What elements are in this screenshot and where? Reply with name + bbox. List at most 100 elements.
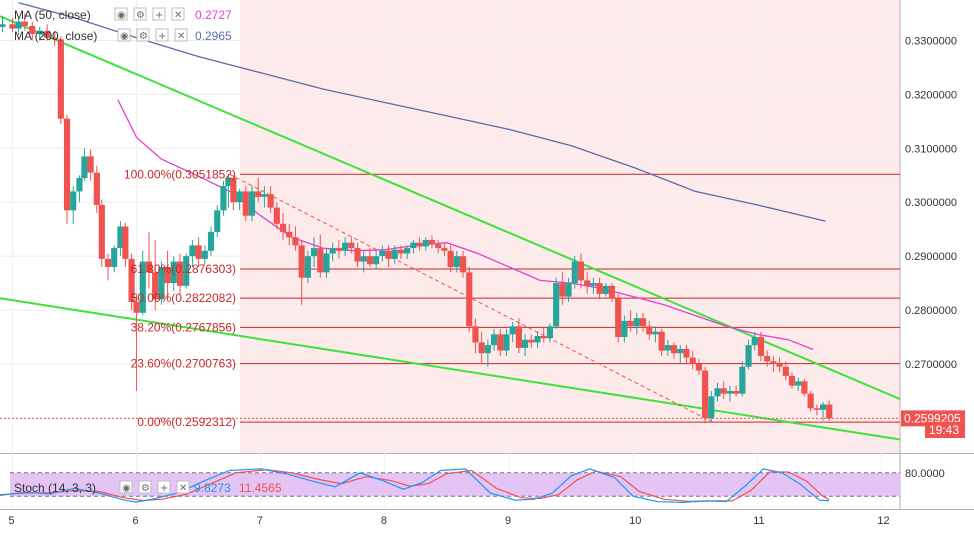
candle-body	[670, 345, 678, 354]
candle-body	[279, 223, 287, 232]
price-axis-area[interactable]	[900, 0, 974, 538]
candle-body	[422, 239, 429, 247]
ma200-legend[interactable]: MA (200, close) ◉ ⚙ + ✕ 0.2965	[14, 28, 232, 43]
candle	[220, 180, 227, 216]
candle	[416, 237, 423, 251]
add-icon[interactable]	[157, 480, 171, 494]
candle	[757, 331, 765, 362]
candle	[261, 186, 268, 208]
add-icon[interactable]	[155, 28, 169, 42]
candle-body	[726, 390, 734, 394]
candle-body	[447, 250, 454, 267]
ma200-value: 0.2965	[195, 29, 232, 43]
candle-body	[584, 280, 591, 286]
candle-body	[57, 39, 64, 119]
candle-body	[751, 337, 758, 346]
close-icon[interactable]	[176, 480, 190, 494]
candle-body	[484, 345, 491, 354]
candle	[503, 328, 510, 356]
stoch-d-value: 11.4565	[239, 481, 282, 495]
settings-icon[interactable]	[138, 480, 152, 494]
candle-body	[813, 408, 820, 410]
candle-body	[528, 339, 535, 343]
candle	[571, 256, 578, 289]
candle	[596, 277, 603, 300]
candle	[788, 372, 796, 389]
candle	[133, 293, 140, 391]
candle-body	[122, 226, 129, 259]
candle	[298, 239, 305, 305]
candle	[379, 245, 386, 262]
candle	[801, 379, 808, 397]
settings-icon[interactable]	[136, 28, 150, 42]
stoch-legend[interactable]: Stoch (14, 3, 3) ◉ ⚙ + ✕ 9.8273 11.4565	[14, 480, 282, 495]
candle-body	[230, 177, 237, 203]
candle-body	[497, 334, 504, 351]
candle	[447, 245, 454, 273]
candle	[664, 339, 671, 356]
candle-body	[540, 335, 547, 339]
candle-body	[76, 177, 83, 192]
candle	[242, 186, 249, 222]
candle	[708, 390, 715, 423]
current-price-tag: 0.2599205 19:43	[901, 410, 965, 438]
candle	[459, 250, 467, 278]
candle	[366, 248, 374, 267]
candle	[51, 30, 58, 46]
candle	[44, 24, 51, 41]
candle-body	[379, 250, 386, 257]
close-glyph: ✕	[179, 483, 187, 494]
candle	[546, 323, 554, 343]
eye-icon[interactable]	[117, 28, 131, 42]
candle	[373, 250, 380, 270]
candle-body	[242, 191, 249, 216]
candle-body	[304, 256, 311, 278]
candle-body	[397, 249, 405, 254]
candle	[201, 245, 208, 265]
time-tick-label: 8	[381, 515, 387, 527]
candle	[540, 326, 547, 343]
candle-body	[81, 156, 88, 178]
add-icon[interactable]	[152, 7, 166, 21]
fib-level-label: 100.00%(0.3051852)	[124, 167, 236, 181]
candle	[422, 237, 429, 251]
candle	[354, 242, 361, 267]
candle-body	[689, 357, 696, 365]
candle-body	[9, 24, 16, 29]
time-tick-label: 6	[133, 515, 139, 527]
candle-body	[139, 261, 146, 313]
candle	[602, 283, 609, 297]
ma50-legend[interactable]: MA (50, close) ◉ ⚙ + ✕ 0.2727	[14, 7, 232, 22]
candle	[21, 13, 28, 31]
close-icon[interactable]	[174, 28, 188, 42]
candle-body	[70, 191, 77, 211]
candle-body	[329, 248, 336, 254]
trendlines[interactable]	[0, 15, 901, 441]
candle	[553, 277, 560, 329]
close-icon[interactable]	[171, 7, 185, 21]
stoch-tick-label: 80.0000	[905, 468, 945, 480]
candle	[615, 293, 622, 343]
candle-body	[453, 256, 460, 267]
fibonacci-labels: 100.00%(0.3051852) 61.80%(0.2876303) 50.00…	[124, 167, 236, 429]
eye-glyph: ◉	[122, 483, 131, 494]
candle-body	[428, 239, 436, 245]
candle-body	[385, 250, 392, 259]
candle	[764, 350, 771, 367]
trendline	[0, 15, 901, 400]
candle	[466, 266, 473, 332]
eye-icon[interactable]	[114, 7, 128, 21]
candle	[145, 231, 153, 289]
candle-body	[683, 348, 690, 358]
candle-countdown: 19:43	[929, 423, 959, 437]
candle	[410, 239, 417, 254]
candle-body	[602, 285, 609, 294]
candle	[404, 245, 411, 259]
candle	[435, 239, 442, 254]
candle-body	[776, 364, 783, 367]
settings-icon[interactable]	[133, 7, 147, 21]
eye-icon[interactable]	[119, 480, 133, 494]
candle-body	[826, 404, 833, 419]
time-gridlines	[11, 0, 882, 508]
